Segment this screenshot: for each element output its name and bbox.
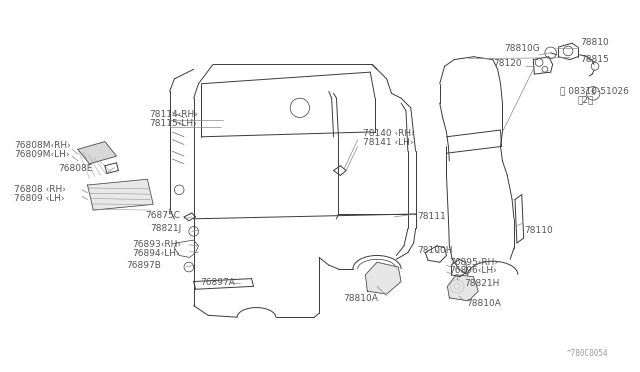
Text: 78815: 78815 <box>580 55 609 64</box>
Text: 76897B: 76897B <box>126 261 161 270</box>
Text: 78810: 78810 <box>580 38 609 47</box>
Text: 76808 ‹RH›: 76808 ‹RH› <box>14 185 66 194</box>
Text: S: S <box>591 90 595 96</box>
Text: 78810G: 78810G <box>504 45 540 54</box>
Text: 78100H: 78100H <box>417 246 453 255</box>
Polygon shape <box>78 142 116 164</box>
Text: 78110: 78110 <box>525 226 554 235</box>
Text: 76894‹LH›: 76894‹LH› <box>132 249 180 258</box>
Text: （2）: （2） <box>578 96 594 105</box>
Text: 76809 ‹LH›: 76809 ‹LH› <box>14 194 65 203</box>
Text: 78115‹LH›: 78115‹LH› <box>149 119 197 128</box>
Text: ^780C0054: ^780C0054 <box>567 349 609 358</box>
Text: 76895‹RH›: 76895‹RH› <box>449 258 499 267</box>
Text: 78821J: 78821J <box>150 224 182 233</box>
Text: 78140 ‹RH›: 78140 ‹RH› <box>362 129 414 138</box>
Polygon shape <box>88 179 153 210</box>
Text: 76809M‹LH›: 76809M‹LH› <box>14 150 70 159</box>
Text: 76896‹LH›: 76896‹LH› <box>449 266 497 275</box>
Text: 78120: 78120 <box>493 59 522 68</box>
Text: 76808M‹RH›: 76808M‹RH› <box>14 141 71 150</box>
Text: 78141 ‹LH›: 78141 ‹LH› <box>362 138 413 147</box>
Text: 78810A: 78810A <box>343 294 378 304</box>
Text: 78810A: 78810A <box>466 299 500 308</box>
Text: 78821H: 78821H <box>464 279 499 288</box>
Text: 78111: 78111 <box>417 212 446 221</box>
Text: 76897A: 76897A <box>200 278 236 287</box>
Text: Ⓢ 08310-51026: Ⓢ 08310-51026 <box>561 86 629 95</box>
Text: 76893‹RH›: 76893‹RH› <box>132 240 181 249</box>
Text: 76875C: 76875C <box>145 211 180 221</box>
Polygon shape <box>447 275 478 301</box>
Text: 76808E: 76808E <box>59 164 93 173</box>
Polygon shape <box>365 262 401 294</box>
Text: 78114‹RH›: 78114‹RH› <box>149 110 198 119</box>
